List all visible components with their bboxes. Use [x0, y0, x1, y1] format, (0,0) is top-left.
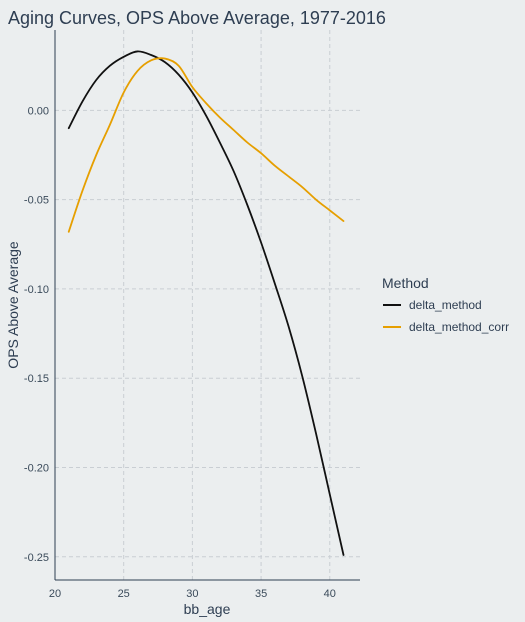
y-tick-label: -0.05 — [24, 195, 49, 207]
chart-title: Aging Curves, OPS Above Average, 1977-20… — [8, 8, 386, 28]
grid — [54, 30, 360, 580]
x-tick-label: 35 — [255, 588, 267, 600]
y-tick-label: -0.15 — [24, 373, 49, 385]
x-tick-label: 20 — [49, 588, 61, 600]
y-tick-label: 0.00 — [28, 105, 49, 117]
y-tick-label: -0.10 — [24, 284, 49, 296]
y-axis-title: OPS Above Average — [5, 241, 21, 369]
x-axis-title: bb_age — [184, 601, 231, 617]
y-tick-label: -0.20 — [24, 463, 49, 475]
series-line-delta-method-corr — [67, 57, 345, 233]
series-line-delta-method — [67, 50, 345, 556]
x-tick-label: 25 — [118, 588, 130, 600]
tick-labels: 20 25 30 35 40 0.00 -0.05 -0.10 -0.15 -0.20 -0.25 — [24, 105, 336, 600]
legend-title: Method — [382, 275, 429, 291]
legend: Method delta_method delta_method_corr — [382, 275, 509, 334]
x-tick-label: 30 — [186, 588, 198, 600]
legend-label-delta-method-corr: delta_method_corr — [409, 320, 509, 334]
series-lines — [67, 50, 345, 556]
x-tick-label: 40 — [324, 588, 336, 600]
legend-label-delta-method: delta_method — [409, 298, 482, 312]
y-tick-label: -0.25 — [24, 552, 49, 564]
